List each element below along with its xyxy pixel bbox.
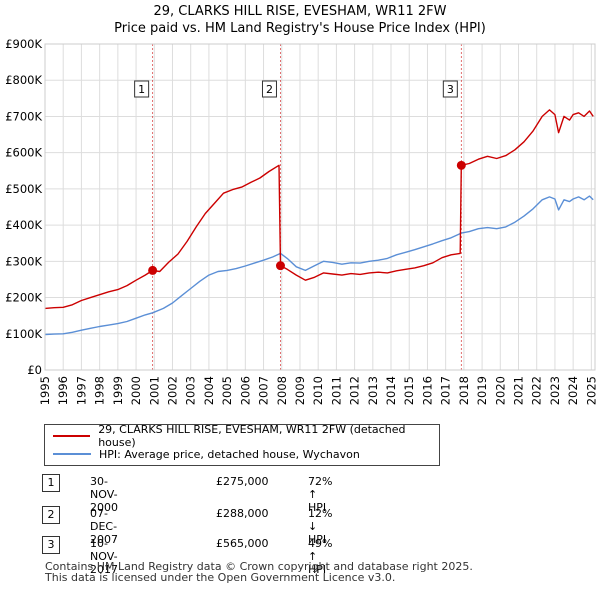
x-tick-label: 2007 — [257, 376, 271, 405]
sale-label-box — [261, 80, 277, 98]
y-tick-label: £800K — [5, 73, 42, 87]
sale-label-box — [442, 80, 458, 98]
footer-copyright: Contains HM Land Registry data © Crown c… — [45, 560, 473, 573]
transaction-date: 10-NOV-2017 — [90, 537, 118, 576]
y-tick-label: £500K — [5, 182, 42, 196]
y-tick-label: £100K — [5, 327, 42, 341]
transaction-hpi-change: 72% ↑ HPI — [308, 475, 333, 514]
transaction-price: £565,000 — [216, 537, 269, 550]
sale-point — [275, 261, 285, 271]
legend-label-hpi: HPI: Average price, detached house, Wych… — [99, 447, 360, 461]
x-tick-label: 2016 — [420, 376, 434, 405]
legend-item-property: 29, CLARKS HILL RISE, EVESHAM, WR11 2FW … — [53, 423, 439, 449]
x-tick-label: 2013 — [366, 376, 380, 405]
x-tick-label: 1995 — [38, 376, 52, 405]
x-tick-label: 2012 — [348, 376, 362, 405]
hpi-line — [44, 195, 594, 336]
sale-points — [148, 160, 466, 275]
chart-subtitle: Price paid vs. HM Land Registry's House … — [114, 21, 486, 36]
x-tick-label: 2003 — [184, 376, 198, 405]
x-tick-label: 2014 — [384, 376, 398, 405]
sale-labels: 1 2 3 — [134, 80, 458, 98]
transaction-date: 07-DEC-2007 — [90, 507, 118, 546]
plot-border — [44, 43, 596, 371]
x-tick-label: 2023 — [548, 376, 562, 405]
sale-point — [456, 160, 466, 170]
transaction-number: 1 — [42, 474, 60, 492]
footer: Contains HM Land Registry data © Crown c… — [45, 561, 473, 583]
transaction-hpi-change: 12% ↓ HPI — [308, 507, 333, 546]
sale-label: 3 — [447, 83, 454, 96]
plot-area — [45, 44, 595, 370]
x-tick-label: 2020 — [493, 376, 507, 405]
grid — [44, 43, 595, 371]
transaction-price: £288,000 — [216, 507, 269, 520]
x-tick-label: 2000 — [129, 376, 143, 405]
x-tick-label: 1999 — [111, 376, 125, 405]
legend-swatch-hpi — [53, 453, 91, 455]
x-tick-label: 2010 — [311, 376, 325, 405]
y-tick-label: £900K — [5, 37, 42, 51]
legend-label-property: 29, CLARKS HILL RISE, EVESHAM, WR11 2FW … — [98, 423, 406, 449]
x-tick-label: 2017 — [439, 376, 453, 405]
x-tick-label: 2011 — [329, 376, 343, 405]
x-tick-label: 2025 — [584, 376, 598, 405]
axes: £0 £100K £200K £300K £400K £500K £600K £700K £80… — [5, 37, 598, 405]
x-tick-label: 2002 — [165, 376, 179, 405]
x-tick-label: 2015 — [402, 376, 416, 405]
price-chart: 1 2 3 £0 £100K £200K £300K £400K £500K £600K £700… — [5, 37, 598, 405]
y-tick-label: £200K — [5, 291, 42, 305]
x-tick-label: 2005 — [220, 376, 234, 405]
y-tick-label: £400K — [5, 218, 42, 232]
x-tick-label: 1996 — [56, 376, 70, 405]
sale-label-box — [134, 80, 150, 98]
sale-label: 1 — [138, 83, 145, 96]
transaction-price: £275,000 — [216, 475, 269, 488]
x-tick-label: 2006 — [238, 376, 252, 405]
x-tick-label: 2024 — [566, 376, 580, 405]
x-tick-label: 2021 — [512, 376, 526, 405]
legend: 29, CLARKS HILL RISE, EVESHAM, WR11 2FW … — [44, 423, 440, 466]
y-tick-label: £600K — [5, 146, 42, 160]
transaction-hpi-change: 49% ↑ HPI — [308, 537, 333, 576]
footer-licence: This data is licensed under the Open Gov… — [45, 571, 396, 584]
legend-item-hpi: HPI: Average price, detached house, Wych… — [53, 447, 360, 461]
x-tick-label: 2019 — [475, 376, 489, 405]
x-tick-label: 2001 — [147, 376, 161, 405]
y-tick-label: £300K — [5, 254, 42, 268]
chart-title: 29, CLARKS HILL RISE, EVESHAM, WR11 2FW — [153, 4, 447, 19]
sale-label: 2 — [266, 83, 273, 96]
legend-swatch-property — [53, 435, 91, 437]
x-tick-label: 1997 — [74, 376, 88, 405]
y-tick-label: £700K — [5, 109, 42, 123]
y-tick-label: £0 — [27, 363, 42, 377]
x-tick-label: 2022 — [530, 376, 544, 405]
transaction-date: 30-NOV-2000 — [90, 475, 118, 514]
series-lines — [44, 109, 594, 336]
x-tick-label: 2008 — [275, 376, 289, 405]
x-tick-label: 2018 — [457, 376, 471, 405]
transaction-number: 3 — [42, 536, 60, 554]
x-tick-label: 2004 — [202, 376, 216, 405]
x-tick-label: 2009 — [293, 376, 307, 405]
x-tick-label: 1998 — [93, 376, 107, 405]
transaction-number: 2 — [42, 506, 60, 524]
sale-point — [148, 265, 158, 275]
property-price-line — [44, 109, 594, 310]
